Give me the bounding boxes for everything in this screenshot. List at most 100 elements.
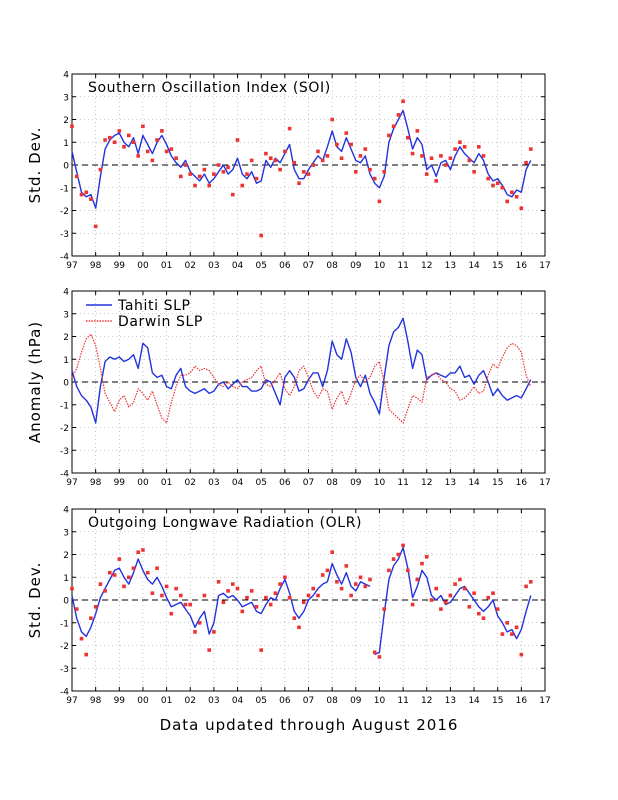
panel2-ytick-label: 0 <box>63 379 69 389</box>
panel1-series-2-point <box>472 170 476 174</box>
panel1-series-2-point <box>368 167 372 172</box>
panel3-series-2-point <box>316 593 320 598</box>
panel2-xtick-label: 05 <box>255 478 266 488</box>
panel2-xtick-label: 10 <box>374 478 386 488</box>
panel1-series-2-point <box>401 99 405 104</box>
panel3-series-2-point <box>339 586 344 591</box>
panel3-series-2-point <box>108 570 112 575</box>
panel3-series-2-point <box>325 568 330 573</box>
panel1-xtick-label: 16 <box>516 261 528 271</box>
panel1-ytick-label: -1 <box>60 184 69 194</box>
panel2-ytick-label: -1 <box>60 401 69 411</box>
panel1-series-2-point <box>202 167 207 172</box>
panel3-series-2-point <box>467 605 472 609</box>
panel1-series-2-point <box>98 167 103 172</box>
panel1-xtick-label: 17 <box>539 261 550 271</box>
panel1-series-2-point <box>70 124 74 129</box>
panel3-xtick-label: 14 <box>468 696 480 706</box>
panel3-series-1-line <box>71 558 371 638</box>
panel3-series-2-point <box>84 652 88 657</box>
panel2-xtick-label: 16 <box>516 478 528 488</box>
panel3-series-2-point <box>377 655 382 659</box>
panel3-series-2-point <box>231 582 235 586</box>
panel1-series-2-point <box>245 172 249 176</box>
panel1-series-2-point <box>212 172 216 176</box>
panel3-series-2-point <box>306 593 311 598</box>
panel2-xtick-label: 15 <box>492 478 503 488</box>
panel2-xtick-label: 03 <box>208 478 219 488</box>
panel1-series-2-point <box>500 185 505 190</box>
panel3-series-2-point <box>434 586 438 591</box>
panel1-series-2-point <box>273 158 278 163</box>
panel1-ytick-label: -2 <box>60 207 69 217</box>
panel1-series-2-point <box>514 195 519 199</box>
panel3-series-2-point <box>519 652 524 657</box>
panel1-series-2-point <box>434 179 438 183</box>
panel3-series-2-point <box>145 570 150 575</box>
panel1-series-2-point <box>131 140 136 144</box>
panel1-series-2-point <box>491 183 495 188</box>
panel1-xtick-label: 03 <box>208 261 219 271</box>
panel3-series-2-point <box>268 602 273 607</box>
panel3-series-2-point <box>122 584 126 589</box>
panel3-series-2-point <box>406 568 410 573</box>
panel1-series-2-point <box>462 145 467 149</box>
panel2-xtick-label: 07 <box>303 478 314 488</box>
panel3-xtick-label: 03 <box>208 696 219 706</box>
panel3-ytick-label: -1 <box>60 619 69 629</box>
panel3-ylabel: Std. Dev. <box>26 562 44 639</box>
panel3-xtick-label: 02 <box>185 696 196 706</box>
legend-label-1: Tahiti SLP <box>117 298 191 314</box>
panel3-series-2-point <box>264 595 268 600</box>
panel1-xtick-label: 97 <box>66 261 77 271</box>
panel1-series-2-point <box>292 160 297 165</box>
panel3-series-2-point <box>302 600 306 605</box>
panel1-series-2-point <box>179 174 183 179</box>
panel1-ytick-label: 2 <box>63 116 69 126</box>
footer-note: Data updated through August 2016 <box>159 716 459 734</box>
panel3-series-2-point <box>491 591 495 595</box>
panel3-series-2-point <box>79 636 84 641</box>
panel3-series-2-point <box>429 598 434 602</box>
panel1-series-2-point <box>145 149 150 154</box>
panel3-series-2-point <box>358 575 363 580</box>
panel1-series-2-point <box>188 172 192 176</box>
panel1-xtick-label: 10 <box>374 261 386 271</box>
panel3-series-2-point <box>103 589 107 593</box>
panel1-series-2-point <box>249 158 254 163</box>
panel1-series-2-point <box>259 233 263 238</box>
panel3-series-2-point <box>477 611 481 616</box>
panel1-series-2-point <box>420 154 424 158</box>
panel1-ylabel: Std. Dev. <box>26 127 44 204</box>
panel1-xtick-label: 07 <box>303 261 314 271</box>
panel3-series-2-point <box>235 586 240 591</box>
panel1-series-2-point <box>339 156 344 160</box>
panel1-series-2-point <box>429 156 434 160</box>
panel1-series-2-point <box>155 138 159 142</box>
panel3-series-2-point <box>188 602 192 607</box>
panel1-series-2-point <box>127 133 131 138</box>
panel3-ytick-label: 3 <box>63 528 69 538</box>
panel3-series-2-point <box>500 632 505 636</box>
panel3-series-2-point <box>481 616 486 620</box>
panel3-series-2-point <box>179 593 183 598</box>
panel3-series-2-point <box>112 573 117 577</box>
panel2-series-2-line <box>71 333 532 424</box>
panel3-series-2-point <box>410 602 415 607</box>
panel1-xtick-label: 99 <box>114 261 126 271</box>
panel1-series-2-point <box>410 151 415 156</box>
panel1-series-2-point <box>377 199 382 204</box>
panel2-ytick-label: 1 <box>63 356 69 366</box>
panel2-ytick-label: -2 <box>60 424 69 434</box>
panel3-ytick-label: 2 <box>63 551 69 561</box>
panel1-series-2-point <box>481 154 486 158</box>
panel1-xtick-label: 11 <box>397 261 408 271</box>
panel2-ytick-label: -4 <box>60 470 69 480</box>
panel1-series-2-point <box>415 129 420 133</box>
panel3-series-2-point <box>131 566 136 570</box>
panel3-xtick-label: 05 <box>255 696 266 706</box>
panel1-series-2-point <box>108 135 112 140</box>
panel1-series-2-point <box>524 160 528 165</box>
panel3-series-2-point <box>207 648 211 652</box>
panel1-series-2-point <box>174 156 178 160</box>
